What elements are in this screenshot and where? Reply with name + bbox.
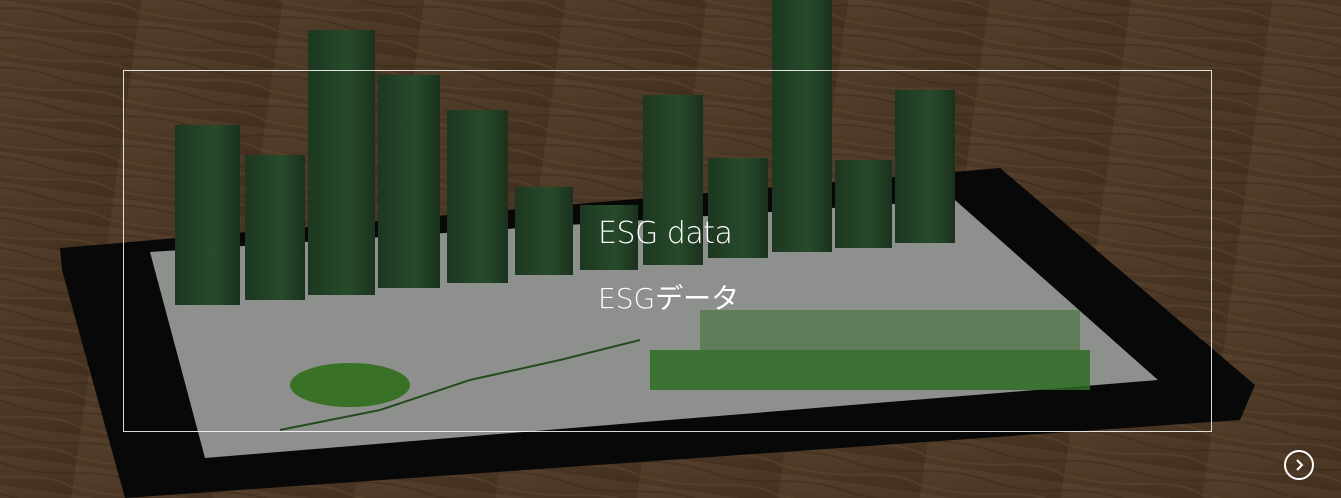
photo-bar <box>580 205 638 270</box>
photo-bar <box>835 160 892 248</box>
screen-bar-group <box>700 310 1080 350</box>
screen-bars <box>650 310 1090 390</box>
photo-bar <box>245 155 305 300</box>
banner-subtitle: ESGデータ <box>598 282 740 315</box>
photo-bar <box>378 75 440 288</box>
screen-bar-group <box>650 350 1090 390</box>
photo-bars <box>175 0 955 305</box>
photo-bar <box>515 187 573 275</box>
photo-bar <box>895 90 955 243</box>
next-button[interactable] <box>1284 450 1314 480</box>
photo-bar <box>308 30 375 295</box>
screen-line <box>279 339 641 431</box>
chevron-icon <box>1296 459 1304 471</box>
screen-pie <box>290 363 410 407</box>
photo-bar <box>447 110 508 283</box>
text-frame <box>123 70 1212 432</box>
photo-bar <box>708 158 768 258</box>
photo-bar <box>772 0 832 252</box>
photo-bar <box>643 95 703 265</box>
photo-bar <box>175 125 240 305</box>
banner-title: ESG data <box>598 216 733 251</box>
